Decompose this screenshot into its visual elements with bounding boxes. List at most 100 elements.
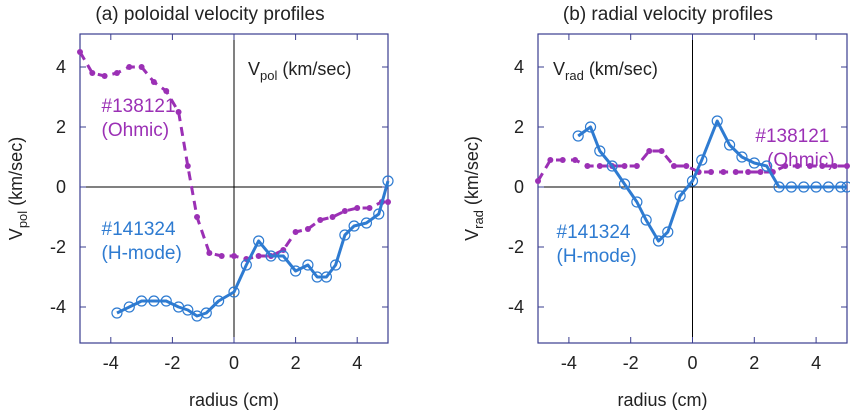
panel-b-ohmic-point xyxy=(819,163,826,169)
panel-a-y-tick-label: -4 xyxy=(50,297,66,317)
panel-b-ohmic-point xyxy=(794,163,801,169)
panel-a-ohmic-point xyxy=(292,229,299,235)
panel-b-y-tick-label: -2 xyxy=(508,237,524,257)
panel-b-hmode-point xyxy=(748,157,760,169)
panel-a-hmode-point xyxy=(382,175,394,187)
panel-a-hmode-series-line xyxy=(116,180,390,318)
panel-a-ohmic-label: #138121 (Ohmic) xyxy=(102,96,181,141)
panel-a-ohmic-point xyxy=(366,205,373,211)
panel-b-y-tick-label: 4 xyxy=(514,57,524,77)
panel-a-ohmic-point xyxy=(231,253,237,259)
panel-a-hmode-point xyxy=(360,217,373,229)
panel-a-ohmic-point xyxy=(150,79,157,85)
panel-a-ohmic-label-line1: #138121 xyxy=(102,96,176,117)
panel-b-ohmic-point xyxy=(844,163,850,169)
panel-b-ohmic-point xyxy=(732,169,739,175)
panel-b-ohmic-point xyxy=(559,157,566,163)
panel-a-ohmic-label-line2: (Ohmic) xyxy=(102,120,170,141)
panel-b-hmode-point xyxy=(773,181,785,193)
panel-a-ohmic-point xyxy=(329,214,336,220)
panel-b-hmode-point xyxy=(686,175,699,187)
panel-b-x-tick-label: -2 xyxy=(623,353,639,373)
panel-a-hmode-point xyxy=(373,208,385,220)
panel-b-ohmic-point xyxy=(646,148,653,154)
panel-b-ylabel-sub: rad xyxy=(471,210,486,229)
panel-b-hmode-point xyxy=(674,190,686,202)
panel-a-ohmic-point xyxy=(206,250,213,256)
panel-a-ohmic-point xyxy=(175,109,182,115)
panel-a-ohmic-point xyxy=(304,226,311,232)
panel-a-hmode-point xyxy=(265,250,277,262)
panel-a-y-axis-label: Vpol (km/sec) xyxy=(6,137,30,240)
panel-b-ohmic-point xyxy=(745,169,752,175)
panel-b-y-tick-label: -4 xyxy=(508,297,524,317)
panel-a-ohmic-point xyxy=(77,49,83,55)
panel-b-ohmic-point xyxy=(670,163,677,169)
panel-b-hmode-point xyxy=(618,178,631,190)
panel-a-ohmic-point xyxy=(184,163,191,169)
panel-b-ylabel-main: V xyxy=(462,229,482,241)
panel-b-x-tick-label: 0 xyxy=(687,353,697,373)
panel-b-ohmic-point xyxy=(658,148,665,154)
panel-a-ohmic-point xyxy=(341,208,348,214)
panel-b-ohmic-label-line1: #138121 xyxy=(755,126,829,147)
panel-b-hmode-point xyxy=(822,181,835,193)
panel-a-hmode-point xyxy=(136,295,148,307)
panel-a-qlabel-main: V xyxy=(248,59,260,79)
panel-b-hmode-point xyxy=(572,130,584,142)
panel-b-y-axis-label: Vrad (km/sec) xyxy=(462,136,486,241)
panel-b: (b) radial velocity profiles radius (cm)… xyxy=(462,4,850,410)
panel-b-hmode-point xyxy=(810,181,822,193)
panel-b-ohmic-point xyxy=(831,163,838,169)
panel-a-ylabel-main: V xyxy=(6,228,26,240)
panel-a-qlabel-unit: (km/sec) xyxy=(277,59,351,79)
panel-b-x-axis-label: radius (cm) xyxy=(617,390,707,410)
panel-a-x-tick-label: -2 xyxy=(164,353,180,373)
panel-b-hmode-point xyxy=(662,226,674,238)
panel-b-hmode-point xyxy=(736,151,748,163)
panel-a-hmode-point xyxy=(111,307,123,319)
panel-a-ylabel-unit: (km/sec) xyxy=(6,137,26,211)
panel-b-title: (b) radial velocity profiles xyxy=(563,4,773,25)
panel-a-hmode-label: #141324 (H-mode) xyxy=(102,219,182,264)
panel-a-hmode-point xyxy=(320,271,332,283)
panel-a: (a) poloidal velocity profiles radius (c… xyxy=(6,4,394,410)
panel-a-ohmic-point xyxy=(126,64,133,70)
panel-a-x-tick-label: -4 xyxy=(103,353,119,373)
panel-b-quantity-label: Vrad (km/sec) xyxy=(553,59,658,83)
panel-a-hmode-point xyxy=(160,295,172,307)
panel-b-ohmic-point xyxy=(720,169,727,175)
panel-b-hmode-point xyxy=(584,121,597,133)
panel-b-hmode-point xyxy=(835,181,847,193)
panel-b-hmode-series-line xyxy=(577,119,847,243)
panel-b-ohmic-point xyxy=(621,163,628,169)
panel-a-title: (a) poloidal velocity profiles xyxy=(95,4,324,25)
panel-a-ohmic-point xyxy=(194,214,201,220)
panel-a-hmode-point xyxy=(200,307,212,319)
panel-a-x-tick-label: 4 xyxy=(352,353,362,373)
panel-b-y-tick-label: 2 xyxy=(514,117,524,137)
panel-b-y-tick-label: 0 xyxy=(514,177,524,197)
panel-b-ohmic-point xyxy=(547,157,554,163)
panel-a-hmode-point xyxy=(253,235,265,247)
panel-b-hmode-point xyxy=(798,181,810,193)
panel-a-ohmic-point xyxy=(163,88,170,94)
panel-b-hmode-point xyxy=(696,154,708,166)
panel-b-hmode-point xyxy=(606,160,618,172)
panel-b-hmode-point xyxy=(785,181,797,193)
panel-b-qlabel-unit: (km/sec) xyxy=(584,59,658,79)
panel-a-y-tick-label: -2 xyxy=(50,237,66,257)
panel-b-hmode-point xyxy=(711,115,723,127)
panel-b-hmode-point xyxy=(652,235,665,247)
panel-a-hmode-point xyxy=(348,220,360,232)
panel-b-hmode-point xyxy=(723,139,736,151)
panel-b-hmode-point xyxy=(761,160,773,172)
panel-a-y-tick-label: 4 xyxy=(56,57,66,77)
panel-a-x-tick-label: 0 xyxy=(229,353,239,373)
panel-a-hmode-point xyxy=(330,259,342,271)
panel-a-hmode-point xyxy=(123,301,135,313)
panel-b-qlabel-sub: rad xyxy=(565,68,584,83)
panel-a-x-axis-label: radius (cm) xyxy=(189,390,279,410)
panel-a-hmode-point xyxy=(311,271,323,283)
